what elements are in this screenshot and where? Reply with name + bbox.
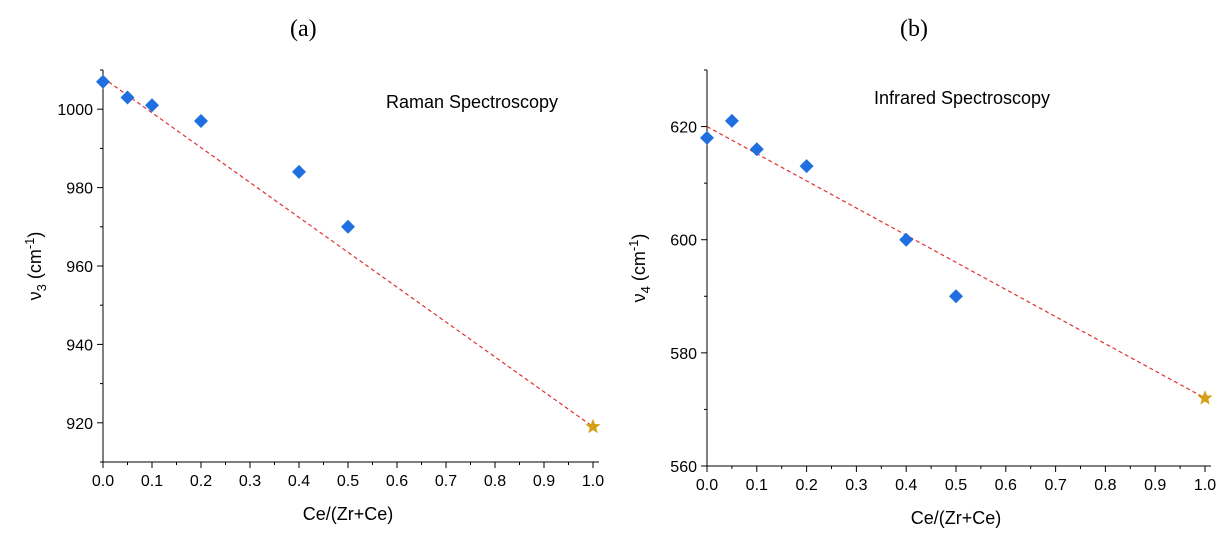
y-axis-label-part: (cm	[25, 249, 45, 284]
data-point-diamond	[194, 113, 208, 128]
x-axis-label: Ce/(Zr+Ce)	[303, 504, 394, 524]
y-tick-label: 980	[66, 181, 93, 198]
y-tick-label: 620	[670, 120, 697, 137]
x-tick-label: 0.9	[533, 473, 555, 490]
x-tick-label: 0.1	[141, 473, 163, 490]
y-axis-label-part: ν	[629, 293, 649, 302]
y-tick-label: 600	[670, 233, 697, 250]
y-axis-label-part: ν	[25, 291, 45, 300]
data-point-diamond	[145, 98, 159, 113]
x-tick-label: 0.4	[895, 477, 917, 494]
panel-label-b: (b)	[900, 16, 928, 42]
x-tick-label: 0.5	[337, 473, 359, 490]
x-tick-label: 0.3	[845, 477, 867, 494]
data-point-diamond	[292, 164, 306, 179]
y-axis-label-part: -1	[22, 238, 37, 250]
y-axis-label-part: 4	[638, 286, 653, 293]
y-axis-label-part: 3	[34, 284, 49, 291]
x-tick-label: 0.6	[386, 473, 408, 490]
data-point-diamond	[749, 142, 764, 157]
y-axis-label: ν3 (cm-1)	[22, 232, 49, 301]
chart-annotation: Infrared Spectroscopy	[874, 88, 1050, 108]
x-tick-label: 0.1	[746, 477, 768, 494]
y-axis-label-part: -1	[626, 240, 641, 252]
x-tick-label: 1.0	[582, 473, 604, 490]
x-tick-label: 0.7	[435, 473, 457, 490]
x-tick-label: 0.9	[1144, 477, 1166, 494]
x-tick-label: 0.7	[1044, 477, 1066, 494]
chart-infrared: 0.0 0.1 0.2 0.3 0.4 0.5 0.6 0.7 0.8 0.9 1.0 560 580 6…	[626, 69, 1216, 528]
data-point-diamond	[899, 232, 914, 247]
y-tick-label: 560	[670, 459, 697, 476]
x-tick-label: 0.8	[1094, 477, 1116, 494]
fit-line	[706, 126, 1206, 399]
y-tick-label: 940	[66, 337, 93, 354]
data-point-diamond	[799, 159, 814, 174]
data-point-diamond	[724, 113, 739, 128]
fit-line	[102, 77, 594, 428]
panel-label-a: (a)	[290, 16, 317, 42]
x-tick-label: 0.5	[945, 477, 967, 494]
y-tick-label: 1000	[57, 102, 93, 119]
data-point-diamond	[341, 219, 355, 234]
x-axis-label: Ce/(Zr+Ce)	[911, 508, 1002, 528]
chart-annotation: Raman Spectroscopy	[386, 92, 558, 112]
data-point-star	[585, 418, 601, 434]
y-axis-label-part: )	[25, 232, 45, 238]
x-tick-label: 0.3	[239, 473, 261, 490]
y-axis-label-part: )	[629, 234, 649, 240]
data-point-diamond	[949, 289, 963, 304]
x-tick-label: 0.2	[795, 477, 817, 494]
y-axis-label-part: (cm	[629, 251, 649, 286]
data-point-diamond	[700, 130, 714, 145]
y-axis-label: ν4 (cm-1)	[626, 234, 653, 303]
y-tick-label: 920	[66, 416, 93, 433]
x-tick-label: 1.0	[1194, 477, 1216, 494]
x-tick-label: 0.4	[288, 473, 310, 490]
x-tick-label: 0.0	[92, 473, 114, 490]
data-point-diamond	[96, 74, 110, 89]
x-tick-label: 0.2	[190, 473, 212, 490]
data-point-star	[1197, 390, 1213, 405]
y-tick-label: 580	[670, 346, 697, 363]
x-tick-label: 0.6	[995, 477, 1017, 494]
x-tick-label: 0.8	[484, 473, 506, 490]
y-tick-label: 960	[66, 259, 93, 276]
data-point-diamond	[120, 90, 135, 105]
x-tick-label: 0.0	[696, 477, 718, 494]
chart-raman: 0.0 0.1 0.2 0.3 0.4 0.5 0.6 0.7 0.8 0.9 1.0 920 940 9…	[22, 69, 604, 524]
